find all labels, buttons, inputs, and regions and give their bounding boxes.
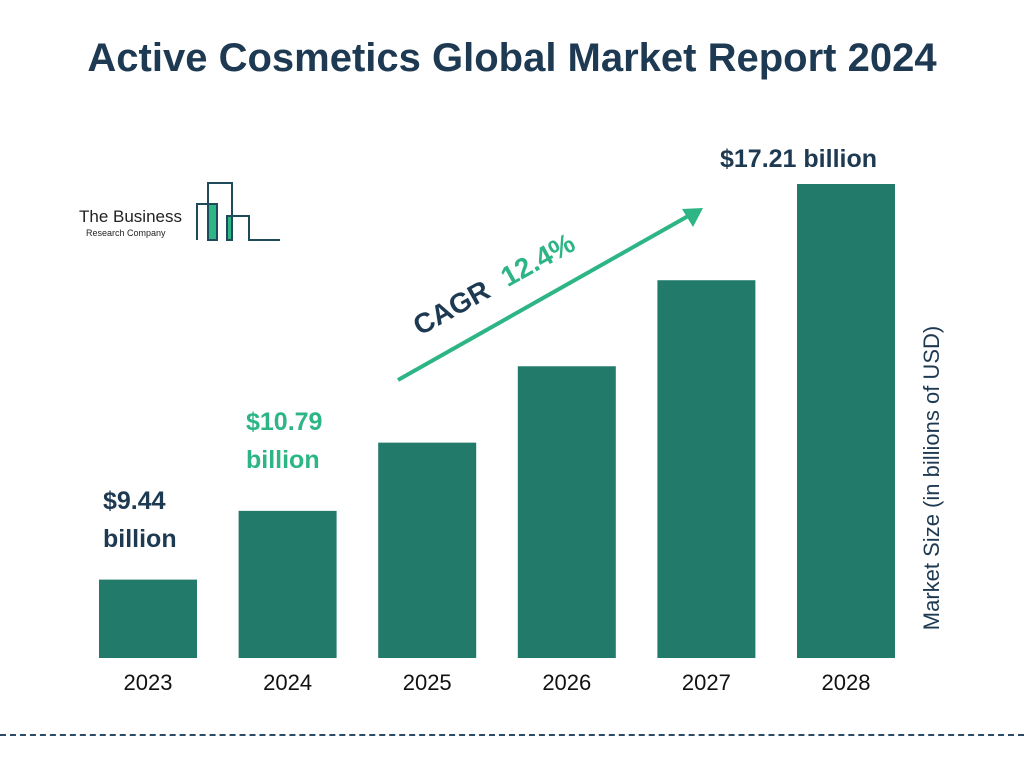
bar-2028 [797, 184, 895, 658]
data-label-2028: $17.21 billion [720, 145, 878, 173]
chart-title: Active Cosmetics Global Market Report 20… [87, 36, 937, 80]
x-tick-2023: 2023 [124, 670, 173, 695]
data-label-2023: $9.44 billion [103, 487, 177, 553]
divider [0, 734, 1024, 736]
logo-line1: The Business [79, 207, 182, 226]
bar-2025 [378, 442, 477, 658]
logo-line2: Research Company [86, 228, 166, 238]
bar-2023 [99, 579, 197, 658]
x-tick-2025: 2025 [403, 670, 452, 695]
cagr-annotation: CAGR 12.4% [397, 208, 703, 382]
y-axis-label: Market Size (in billions of USD) [919, 325, 944, 631]
arrow-head-icon [682, 208, 703, 227]
bar-2026 [517, 366, 616, 658]
x-tick-2026: 2026 [542, 670, 591, 695]
x-tick-2028: 2028 [822, 670, 871, 695]
logo: The Business Research Company [79, 182, 280, 241]
data-label-2024: $10.79 billion [246, 408, 323, 474]
x-tick-2027: 2027 [682, 670, 731, 695]
x-tick-2024: 2024 [263, 670, 312, 695]
bar-2027 [657, 280, 756, 658]
bar-2024 [238, 510, 337, 658]
